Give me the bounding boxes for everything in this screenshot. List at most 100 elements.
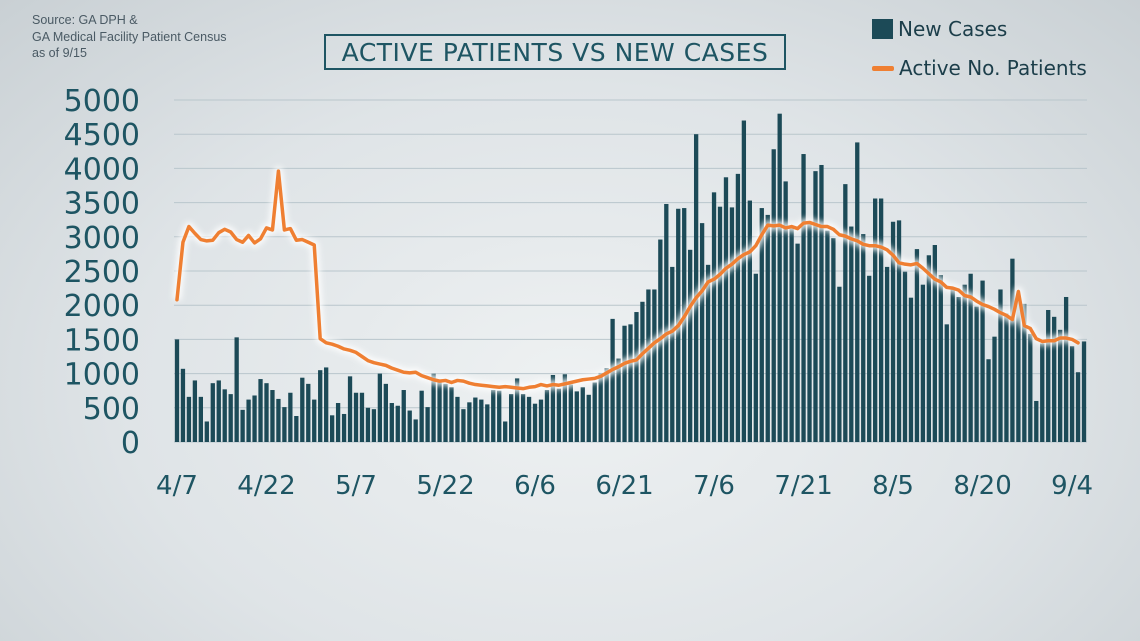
bar-new-cases — [920, 284, 926, 442]
bar-new-cases — [944, 324, 949, 442]
bar-new-cases — [544, 390, 550, 442]
bar-new-cases — [837, 286, 842, 442]
bar-new-cases — [974, 306, 979, 442]
bar-new-cases — [491, 390, 496, 442]
bar-new-cases — [514, 378, 520, 442]
source-line-1: Source: GA DPH & — [32, 13, 138, 27]
bar-new-cases — [479, 399, 484, 442]
bar-new-cases — [914, 249, 920, 442]
x-tick-label: 8/5 — [872, 471, 914, 501]
bar-new-cases — [413, 419, 418, 442]
bar-new-cases — [526, 396, 532, 442]
x-tick-label: 7/21 — [774, 471, 832, 501]
legend-label-active-patients: Active No. Patients — [899, 56, 1087, 80]
bar-new-cases — [538, 399, 544, 442]
legend-swatch-line — [872, 65, 894, 71]
bar-new-cases — [801, 154, 806, 443]
bar-new-cases — [795, 243, 800, 442]
bar-new-cases — [855, 142, 860, 442]
bar-new-cases — [449, 387, 454, 442]
bar-new-cases — [425, 407, 430, 442]
bar-new-cases — [359, 392, 365, 442]
bar-new-cases — [288, 392, 293, 442]
bar-new-cases — [1052, 316, 1057, 442]
bar-series-new-cases — [174, 113, 1087, 443]
bar-new-cases — [1081, 341, 1087, 442]
bar-new-cases — [532, 403, 538, 442]
bar-new-cases — [204, 421, 209, 442]
bar-new-cases — [509, 394, 514, 442]
bar-new-cases — [395, 405, 400, 442]
bar-new-cases — [1058, 329, 1063, 442]
bar-new-cases — [574, 391, 579, 442]
bar-new-cases — [831, 238, 836, 442]
source-note: Source: GA DPH & GA Medical Facility Pat… — [32, 12, 227, 62]
bar-new-cases — [699, 223, 705, 442]
bar-new-cases — [873, 198, 878, 442]
bar-new-cases — [228, 394, 233, 442]
bar-new-cases — [234, 337, 239, 442]
bar-new-cases — [282, 407, 287, 442]
bar-new-cases — [186, 396, 192, 442]
bar-new-cases — [192, 380, 198, 442]
bar-new-cases — [216, 380, 221, 442]
y-tick-label: 0 — [121, 426, 140, 461]
bar-new-cases — [604, 368, 609, 442]
x-tick-label: 7/6 — [693, 471, 735, 501]
bar-new-cases — [878, 198, 884, 442]
bar-new-cases — [329, 415, 335, 442]
bar-new-cases — [884, 266, 890, 442]
bar-new-cases — [908, 297, 914, 442]
bar-new-cases — [998, 289, 1003, 442]
bar-new-cases — [592, 382, 597, 442]
bar-new-cases — [1063, 296, 1069, 442]
bar-new-cases — [747, 200, 752, 442]
bar-new-cases — [980, 280, 985, 442]
bar-new-cases — [365, 407, 371, 442]
bar-new-cases — [693, 134, 699, 442]
bar-new-cases — [294, 416, 299, 442]
bar-new-cases — [771, 149, 776, 442]
bar-new-cases — [861, 234, 866, 442]
bar-new-cases — [300, 377, 305, 442]
bar-new-cases — [902, 271, 908, 442]
bar-new-cases — [222, 389, 227, 442]
bar-new-cases — [890, 221, 896, 442]
bar-new-cases — [1075, 372, 1081, 442]
bar-new-cases — [455, 396, 460, 442]
bar-new-cases — [819, 164, 824, 443]
bar-new-cases — [652, 289, 657, 442]
y-tick-label: 1000 — [64, 358, 140, 393]
bar-new-cases — [389, 403, 394, 442]
bar-new-cases — [312, 399, 317, 442]
bar-new-cases — [1069, 346, 1075, 442]
bar-new-cases — [568, 384, 573, 442]
bar-new-cases — [723, 177, 729, 443]
x-axis: 4/7 4/22 5/7 5/22 6/6 6/21 7/6 7/21 8/5 8/20 9/4 — [156, 471, 1093, 501]
bar-new-cases — [682, 208, 687, 442]
bar-new-cases — [628, 324, 633, 442]
y-tick-label: 3000 — [64, 221, 140, 256]
bar-new-cases — [318, 370, 323, 442]
bar-new-cases — [371, 409, 377, 442]
x-tick-label: 4/7 — [156, 471, 198, 501]
bar-new-cases — [753, 273, 758, 442]
bar-new-cases — [252, 395, 257, 442]
bar-new-cases — [264, 383, 269, 442]
bar-new-cases — [598, 372, 603, 442]
bar-new-cases — [353, 392, 359, 442]
legend-item-new-cases: New Cases — [872, 14, 1087, 44]
bar-new-cases — [938, 275, 943, 442]
bar-new-cases — [1028, 333, 1033, 442]
y-tick-label: 5000 — [64, 84, 140, 119]
bar-new-cases — [765, 214, 770, 442]
bar-new-cases — [335, 403, 341, 442]
source-line-3: as of 9/15 — [32, 46, 87, 60]
bar-new-cases — [956, 296, 961, 442]
line-series-active-patients — [172, 166, 1081, 394]
bar-new-cases — [843, 184, 848, 442]
x-tick-label: 6/21 — [595, 471, 653, 501]
legend-swatch-bars — [872, 19, 893, 39]
bar-new-cases — [640, 301, 645, 442]
